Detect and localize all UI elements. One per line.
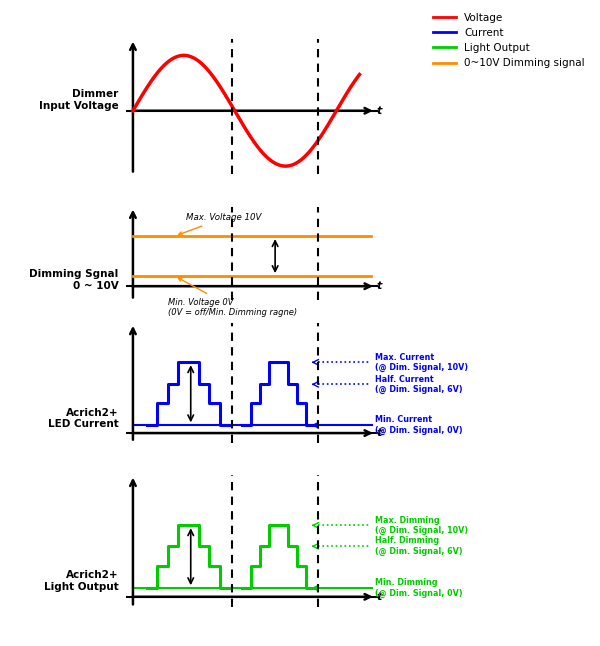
Text: Half. Current
(@ Dim. Signal, 6V): Half. Current (@ Dim. Signal, 6V) — [375, 375, 463, 394]
Text: t: t — [377, 428, 382, 438]
Text: Max. Current
(@ Dim. Signal, 10V): Max. Current (@ Dim. Signal, 10V) — [375, 353, 469, 372]
Text: Dimmer
Input Voltage: Dimmer Input Voltage — [38, 89, 118, 110]
Legend: Voltage, Current, Light Output, 0~10V Dimming signal: Voltage, Current, Light Output, 0~10V Di… — [428, 8, 589, 72]
Text: Dimming Sgnal
0 ~ 10V: Dimming Sgnal 0 ~ 10V — [29, 269, 118, 291]
Text: Half. Dimming
(@ Dim. Signal, 6V): Half. Dimming (@ Dim. Signal, 6V) — [375, 536, 463, 556]
Text: t: t — [377, 281, 382, 291]
Text: Min. Voltage 0V
(0V = off/Min. Dimming ragne): Min. Voltage 0V (0V = off/Min. Dimming r… — [167, 278, 297, 317]
Text: Acrich2+
Light Output: Acrich2+ Light Output — [44, 570, 118, 592]
Text: Max. Dimming
(@ Dim. Signal, 10V): Max. Dimming (@ Dim. Signal, 10V) — [375, 516, 469, 535]
Text: Acrich2+
LED Current: Acrich2+ LED Current — [47, 408, 118, 430]
Text: Max. Voltage 10V: Max. Voltage 10V — [179, 213, 262, 235]
Text: Min. Current
(@ Dim. Signal, 0V): Min. Current (@ Dim. Signal, 0V) — [375, 415, 463, 435]
Text: t: t — [377, 592, 382, 602]
Text: Min. Dimming
(@ Dim. Signal, 0V): Min. Dimming (@ Dim. Signal, 0V) — [375, 578, 463, 598]
Text: t: t — [377, 106, 382, 116]
